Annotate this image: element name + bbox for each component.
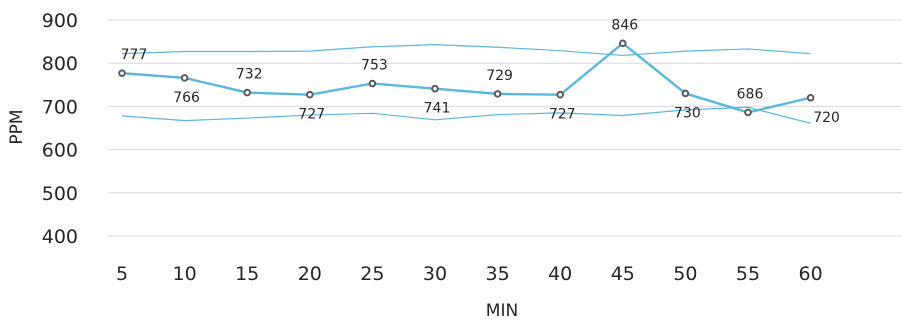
data-label: 766 (173, 90, 200, 106)
x-tick-label: 25 (360, 263, 384, 285)
data-label: 741 (424, 101, 451, 117)
data-point (806, 93, 815, 102)
data-point (493, 90, 502, 98)
x-tick-label: 45 (611, 263, 635, 285)
data-label: 727 (298, 107, 325, 123)
data-point (306, 90, 314, 99)
y-tick-label: 500 (42, 183, 78, 205)
band-line-lower-band (121, 106, 811, 124)
x-tick-label: 15 (235, 263, 259, 285)
data-label: 730 (674, 105, 701, 121)
markers (118, 39, 815, 117)
y-tick-label: 400 (42, 226, 78, 248)
y-axis-ticks: 400 500 600 700 800 900 (42, 10, 78, 248)
series-lines (121, 42, 811, 114)
x-tick-label: 50 (673, 263, 697, 285)
x-tick-label: 60 (799, 263, 823, 285)
data-point (431, 84, 439, 93)
data-point (180, 74, 189, 82)
y-tick-label: 700 (42, 96, 78, 118)
data-point (556, 90, 565, 99)
x-tick-label: 20 (298, 263, 322, 285)
x-axis-title: MIN (486, 301, 518, 320)
data-label: 846 (611, 17, 638, 33)
y-axis-title: PPM (7, 109, 27, 144)
data-point (619, 39, 627, 48)
data-labels: 777 766 732 727 753 741 729 727 846 730 686 720 (121, 17, 840, 125)
bands (121, 44, 811, 124)
x-tick-label: 40 (548, 263, 572, 285)
data-point (118, 69, 126, 77)
y-tick-label: 900 (42, 10, 78, 32)
data-label: 727 (549, 107, 576, 123)
data-point (744, 108, 752, 117)
data-label: 732 (236, 67, 263, 83)
data-label: 753 (361, 58, 388, 74)
x-tick-label: 35 (486, 263, 510, 285)
x-tick-label: 30 (423, 263, 447, 285)
x-tick-label: 5 (116, 263, 128, 285)
data-label: 729 (486, 68, 513, 84)
data-label: 777 (121, 47, 148, 63)
data-label: 720 (813, 110, 840, 126)
data-point (243, 88, 251, 97)
y-tick-label: 800 (42, 53, 78, 75)
x-tick-label: 10 (173, 263, 197, 285)
band-line-upper-band (121, 44, 811, 57)
y-tick-label: 600 (42, 140, 78, 162)
data-point (681, 89, 690, 98)
x-axis-ticks: 5 10 15 20 25 30 35 40 45 50 55 60 (116, 263, 823, 285)
gridlines (108, 19, 902, 237)
data-point (368, 79, 377, 88)
data-label: 686 (737, 86, 764, 102)
x-tick-label: 55 (736, 263, 760, 285)
series-line-main (121, 42, 811, 114)
